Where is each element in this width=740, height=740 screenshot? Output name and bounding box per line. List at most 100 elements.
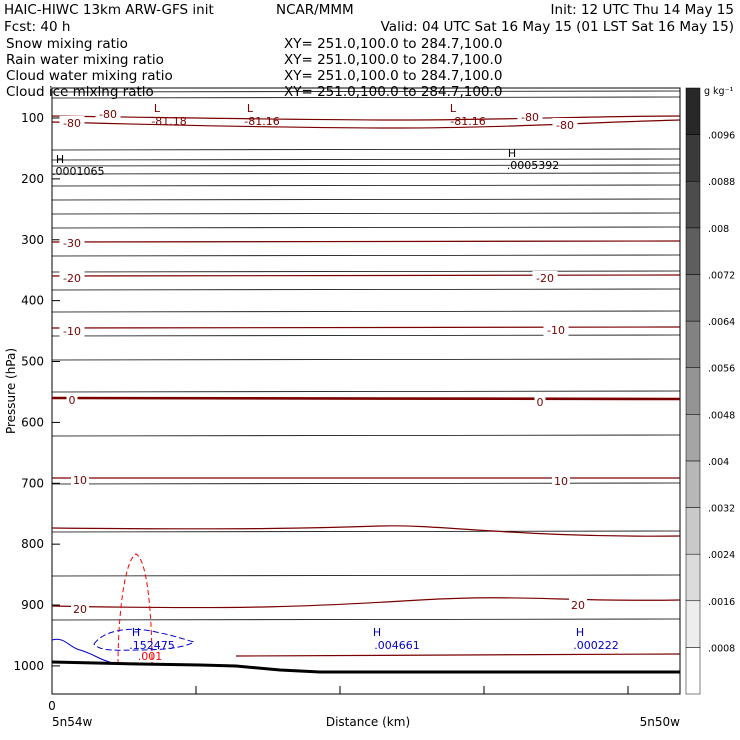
colorbar-bin-11 xyxy=(685,134,701,182)
isotherm-label-10: 0 xyxy=(537,396,544,409)
isotherm-2 xyxy=(51,240,681,243)
theta-contour-14 xyxy=(51,310,681,313)
colorbar-label-2: .0024 xyxy=(708,550,735,561)
extremum-value-5: .152475 xyxy=(129,639,175,652)
colorbar-bin-1 xyxy=(685,600,701,648)
theta-contour-8 xyxy=(51,212,681,215)
theta-contour-4 xyxy=(51,164,681,167)
extremum-value-7: .000222 xyxy=(573,639,619,652)
theta-contour-13 xyxy=(51,288,681,291)
colorbar-bin-6 xyxy=(685,367,701,415)
isotherm-5 xyxy=(51,396,681,401)
isotherm-1 xyxy=(51,119,681,129)
isotherm-label-bg-13 xyxy=(71,602,89,615)
theta-contour-16 xyxy=(51,358,681,361)
theta-contour-5 xyxy=(51,172,681,175)
isotherm-label-7: -10 xyxy=(63,325,81,338)
theta-contour-7 xyxy=(51,198,681,201)
terrain-line xyxy=(51,660,680,674)
extremum-symbol-6: H xyxy=(373,626,381,639)
cloud-contour xyxy=(93,628,196,651)
extremum-value-4: .0005392 xyxy=(507,159,560,172)
theta-contours xyxy=(51,90,681,621)
isotherm-label-14: 20 xyxy=(571,599,585,612)
y-tick-label-5: 600 xyxy=(21,415,44,429)
isotherm-label-bg-3 xyxy=(552,118,578,131)
isotherm-6 xyxy=(51,477,681,480)
y-tick-label-9: 1000 xyxy=(13,659,44,673)
colorbar-bin-8 xyxy=(685,274,701,322)
colorbar-label-3: .0032 xyxy=(708,504,735,515)
figure-organization: NCAR/MMM xyxy=(276,2,354,18)
isotherm-label-bg-5 xyxy=(59,271,85,284)
theta-contour-12 xyxy=(51,270,681,273)
colorbar-label-10: .0088 xyxy=(708,177,735,188)
isotherm-label-13: 20 xyxy=(73,603,87,616)
extremum-symbol-7: H xyxy=(576,626,584,639)
theta-contour-3 xyxy=(51,158,681,161)
isotherm-label-bg-12 xyxy=(552,474,570,487)
isotherm-label-9: 0 xyxy=(69,394,76,407)
rain-contour-label: .001 xyxy=(138,650,163,663)
colorbar-label-8: .0072 xyxy=(708,270,735,281)
field-legend: Snow mixing ratio XY= 251.0,100.0 to 284.… xyxy=(6,36,502,100)
field-xy-1: XY= 251.0,100.0 to 284.7,100.0 xyxy=(284,52,502,68)
theta-contour-18 xyxy=(51,434,681,437)
isotherm-label-5: -20 xyxy=(63,272,81,285)
y-tick-label-6: 700 xyxy=(21,476,44,490)
colorbar-label-4: .004 xyxy=(708,457,729,468)
isotherm-label-3: -80 xyxy=(556,119,574,132)
colorbar-bin-0 xyxy=(685,647,701,695)
colorbar-label-9: .008 xyxy=(708,224,729,235)
field-name-2: Cloud water mixing ratio xyxy=(6,68,173,84)
colorbar-label-0: .0008 xyxy=(708,643,735,654)
isotherm-label-bg-4 xyxy=(59,236,85,249)
extremum-value-3: .0001065 xyxy=(52,165,105,178)
isotherm-9 xyxy=(235,653,681,657)
isotherm-label-bg-8 xyxy=(543,323,569,336)
y-tick-label-2: 300 xyxy=(21,233,44,247)
extrema-marks: L-81.18L-81.16L-81.16H.0001065H.0005392H… xyxy=(52,102,619,663)
colorbar-bin-5 xyxy=(685,414,701,462)
y-tick-label-7: 800 xyxy=(21,537,44,551)
y-tick-label-4: 500 xyxy=(21,355,44,369)
isotherm-label-bg-11 xyxy=(71,473,89,486)
colorbar-label-6: .0056 xyxy=(708,364,735,375)
theta-contour-11 xyxy=(51,254,681,257)
figure-title: HAIC-HIWC 13km ARW-GFS init xyxy=(4,2,214,18)
colorbar-label-11: .0096 xyxy=(708,131,735,142)
extremum-symbol-3: H xyxy=(56,153,64,166)
theta-contour-15 xyxy=(51,334,681,337)
field-xy-0: XY= 251.0,100.0 to 284.7,100.0 xyxy=(284,36,502,52)
forecast-hour: Fcst: 40 h xyxy=(4,19,70,35)
isotherm-contours: -80 -80 -80 -80 -30 -20 -20 -10 -10 0 0 10 10 20 20 xyxy=(51,107,681,657)
extremum-value-2: -81.16 xyxy=(450,115,485,128)
extremum-symbol-1: L xyxy=(247,102,254,115)
field-name-1: Rain water mixing ratio xyxy=(6,52,164,68)
y-tick-label-0: 100 xyxy=(21,111,44,125)
valid-time: Valid: 04 UTC Sat 16 May 15 (01 LST Sat … xyxy=(381,19,734,35)
isotherm-label-4: -30 xyxy=(63,237,81,250)
isotherm-label-bg-10 xyxy=(534,395,546,408)
isotherm-label-bg-6 xyxy=(532,271,558,284)
isotherm-label-2: -80 xyxy=(521,111,539,124)
theta-contour-2 xyxy=(51,148,681,151)
x-axis-title: Distance (km) xyxy=(326,715,410,729)
extremum-symbol-2: L xyxy=(450,102,457,115)
extremum-value-0: -81.18 xyxy=(151,115,186,128)
cloud-contour-left xyxy=(51,638,111,663)
colorbar-label-7: .0064 xyxy=(708,317,735,328)
colorbar-label-1: .0016 xyxy=(708,597,735,608)
isotherm-label-6: -20 xyxy=(536,272,554,285)
colorbar: .0008 .0016 .0024 .0032 .004 .0048 .0056 .0064.… xyxy=(685,87,735,695)
y-tick-label-1: 200 xyxy=(21,172,44,186)
theta-contour-9 xyxy=(51,226,681,229)
colorbar-bin-9 xyxy=(685,227,701,275)
theta-contour-21 xyxy=(51,574,681,577)
colorbar-label-5: .0048 xyxy=(708,410,735,421)
isotherm-7 xyxy=(51,525,681,537)
isotherm-3 xyxy=(51,274,681,277)
y-axis-title: Pressure (hPa) xyxy=(4,348,18,434)
